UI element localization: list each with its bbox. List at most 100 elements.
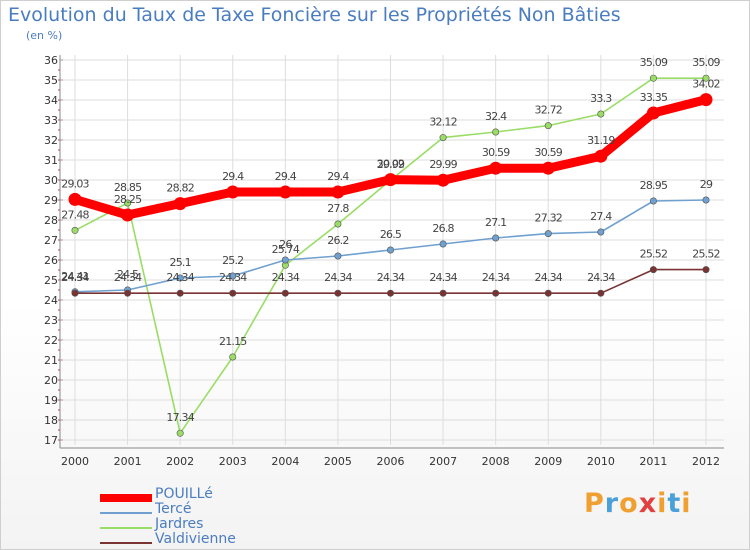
data-point: [492, 234, 500, 242]
data-label: 34.02: [692, 78, 720, 91]
data-point: [281, 256, 289, 264]
legend-label: Valdivienne: [155, 531, 236, 547]
data-label: 24.34: [166, 271, 194, 284]
y-tick-label: 25: [44, 274, 58, 287]
logo-letter: P: [584, 488, 605, 519]
data-point: [71, 226, 79, 234]
data-label: 27.48: [61, 208, 89, 221]
data-label: 32.72: [535, 104, 563, 117]
grid-lines: [61, 55, 724, 445]
data-label: 26.5: [380, 228, 402, 241]
data-label: 25.52: [640, 248, 668, 261]
y-tick-label: 31: [44, 154, 58, 167]
data-label: 25.52: [692, 248, 720, 261]
data-label: 24.41: [61, 270, 89, 283]
logo-letter: i: [657, 488, 668, 519]
data-label: 29.4: [222, 170, 244, 183]
data-label: 29.4: [327, 170, 349, 183]
data-point: [702, 74, 710, 82]
data-point: [541, 161, 555, 175]
legend-label: Tercé: [155, 501, 192, 517]
data-label: 25.1: [170, 256, 191, 269]
data-label: 21.15: [219, 335, 247, 348]
data-point: [176, 429, 184, 437]
y-tick-label: 30: [44, 174, 58, 187]
x-tick-label: 2010: [587, 455, 615, 468]
data-point: [278, 185, 292, 199]
data-label: 28.85: [114, 181, 142, 194]
data-label: 28.82: [166, 182, 194, 195]
data-point: [124, 199, 132, 207]
legend-swatch: [100, 542, 152, 544]
data-point: [492, 128, 500, 136]
legend-swatch: [100, 527, 152, 529]
data-point: [597, 228, 605, 236]
data-label: 24.34: [114, 271, 142, 284]
data-point: [176, 289, 184, 297]
x-tick-label: 2002: [166, 455, 194, 468]
legend-swatch: [100, 512, 152, 514]
y-tick-label: 27: [44, 234, 58, 247]
x-tick-label: 2005: [324, 455, 352, 468]
data-label: 24.34: [535, 271, 563, 284]
data-label: 29: [700, 178, 713, 191]
data-point: [594, 149, 608, 163]
data-point: [649, 74, 657, 82]
data-point: [439, 134, 447, 142]
data-point: [281, 289, 289, 297]
y-tick-label: 23: [44, 314, 58, 327]
data-label: 32.4: [485, 110, 507, 123]
data-label: 28.25: [114, 193, 142, 206]
data-point: [334, 289, 342, 297]
data-point: [68, 192, 82, 206]
data-label: 30.59: [482, 146, 510, 159]
legend-item: Jardres: [100, 516, 300, 533]
y-tick-label: 34: [44, 94, 58, 107]
logo-letter: i: [681, 488, 692, 519]
y-tick-label: 26: [44, 254, 58, 267]
data-point: [229, 353, 237, 361]
data-point: [229, 272, 237, 280]
data-label: 35.09: [640, 56, 668, 69]
data-point: [71, 289, 79, 297]
logo-letter: t: [667, 488, 682, 519]
data-label: 33.35: [640, 91, 668, 104]
y-tick-label: 36: [44, 54, 58, 67]
data-label: 27.8: [327, 202, 349, 215]
data-point: [544, 289, 552, 297]
legend-label: POUILLé: [155, 486, 213, 502]
data-label: 29.99: [429, 158, 457, 171]
data-point: [121, 208, 135, 222]
data-label: 24.34: [429, 271, 457, 284]
data-label: 32.12: [429, 116, 457, 129]
data-label: 24.34: [377, 271, 405, 284]
data-point: [386, 289, 394, 297]
data-point: [649, 266, 657, 274]
data-point: [384, 173, 397, 187]
x-tick-label: 2003: [219, 455, 247, 468]
x-tick-label: 2000: [61, 455, 89, 468]
x-tick-label: 2004: [271, 455, 299, 468]
data-label: 27.4: [590, 210, 612, 223]
y-tick-label: 28: [44, 214, 58, 227]
data-label: 35.09: [692, 56, 720, 69]
data-point: [173, 197, 187, 211]
data-point: [489, 161, 503, 175]
y-tick-label: 33: [44, 114, 58, 127]
data-label: 28.95: [640, 179, 668, 192]
data-point: [439, 240, 447, 248]
y-tick-label: 24: [44, 294, 58, 307]
legend-label: Jardres: [155, 516, 204, 532]
legend-item: Valdivienne: [100, 531, 300, 548]
chart-title: Evolution du Taux de Taxe Foncière sur l…: [8, 4, 621, 26]
data-label: 27.1: [485, 216, 506, 229]
data-point: [702, 196, 710, 204]
legend-item: POUILLé: [100, 486, 300, 503]
data-point: [386, 246, 394, 254]
data-label: 25.2: [222, 254, 243, 267]
data-point: [436, 173, 450, 187]
data-label: 30.59: [535, 146, 563, 159]
data-point: [597, 110, 605, 118]
data-label: 30.02: [377, 158, 405, 171]
x-tick-label: 2001: [114, 455, 142, 468]
